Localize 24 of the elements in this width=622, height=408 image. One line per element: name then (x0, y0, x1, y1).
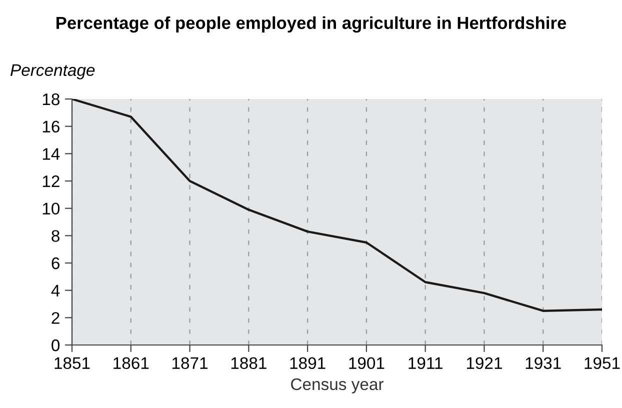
y-tick-label: 12 (42, 175, 60, 188)
x-tick-label: 1881 (231, 357, 266, 370)
x-tick-label: 1931 (526, 357, 561, 370)
x-tick-label: 1851 (54, 357, 90, 370)
x-tick-label: 1911 (408, 357, 442, 370)
x-axis-title: Census year (291, 378, 384, 394)
y-axis-title: Percentage (10, 64, 95, 80)
y-tick-label: 0 (52, 339, 60, 352)
y-tick-label: 8 (52, 230, 60, 242)
y-tick-label: 6 (52, 257, 60, 270)
x-tick-label: 1951 (584, 357, 620, 370)
chart-title: Percentage of people employed in agriculture in Hertfordshire (56, 16, 566, 33)
line-series (72, 99, 602, 312)
y-tick-label: 10 (42, 202, 60, 215)
y-tick-label: 2 (52, 312, 60, 324)
x-tick-label: 1901 (349, 357, 384, 370)
y-tick-label: 4 (51, 284, 60, 296)
y-tick-label: 16 (42, 120, 60, 133)
x-tick-label: 1891 (290, 357, 326, 370)
x-tick-label: 1921 (466, 357, 502, 370)
y-tick-label: 14 (42, 148, 60, 160)
x-tick-label: 1861 (114, 357, 149, 370)
y-tick-label: 18 (42, 93, 60, 106)
x-tick-label: 1871 (172, 357, 208, 370)
